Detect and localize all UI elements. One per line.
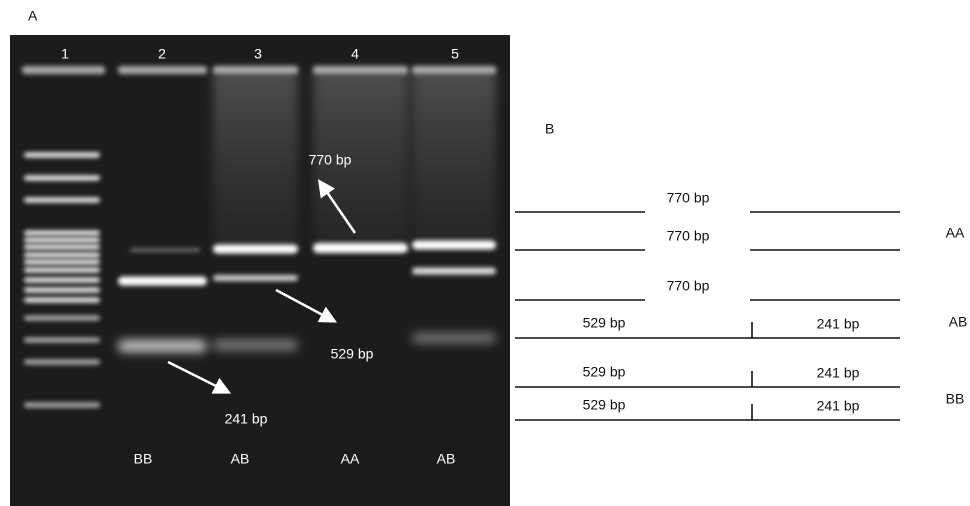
well — [22, 66, 105, 74]
well — [412, 66, 496, 74]
band — [24, 260, 100, 265]
band — [24, 298, 100, 303]
band — [24, 198, 100, 203]
annotation: 241 bp — [225, 411, 268, 427]
fragment-label: 529 bp — [583, 364, 626, 380]
lane-number: 3 — [254, 46, 262, 62]
figure: A 770 bp 529 bp 241 bp B 1 2 3 4 5 BB AB AA AB 77… — [0, 0, 970, 506]
band — [118, 277, 207, 286]
genotype-label: AB — [949, 314, 968, 330]
band — [24, 278, 100, 283]
band — [24, 153, 100, 158]
annotation: 529 bp — [331, 346, 374, 362]
band — [24, 238, 100, 243]
lane-number: 5 — [451, 46, 459, 62]
band — [24, 316, 100, 321]
page: {"panel_a": {"label": "A", "lanes": ["1"… — [0, 0, 970, 506]
fragment-label: 770 bp — [667, 190, 710, 206]
lane-number: 2 — [158, 46, 166, 62]
well — [213, 66, 298, 74]
band — [24, 288, 100, 293]
band — [213, 275, 298, 281]
band — [24, 338, 100, 343]
band — [130, 248, 200, 252]
panel-label: A — [28, 8, 38, 24]
band — [24, 176, 100, 181]
genotype-label: BB — [946, 391, 965, 407]
genotype-label: AA — [341, 451, 360, 467]
lane-number: 1 — [61, 46, 69, 62]
fragment-label: 770 bp — [667, 228, 710, 244]
band — [213, 340, 298, 350]
fragment-label: 529 bp — [583, 315, 626, 331]
genotype-label: AA — [946, 225, 965, 241]
smear — [412, 70, 496, 250]
band — [213, 245, 298, 254]
fragment-label: 529 bp — [583, 397, 626, 413]
band — [24, 245, 100, 250]
lane-number: 4 — [351, 46, 359, 62]
annotation: 770 bp — [309, 152, 352, 168]
genotype-label: BB — [134, 451, 153, 467]
band — [313, 243, 408, 253]
band — [24, 360, 100, 365]
fragment-label: 770 bp — [667, 278, 710, 294]
band — [412, 241, 496, 250]
smear — [213, 70, 298, 250]
band — [24, 253, 100, 258]
panel-label: B — [545, 121, 554, 137]
band — [412, 268, 496, 275]
well — [118, 66, 207, 74]
fragment-label: 241 bp — [817, 398, 860, 414]
fragment-label: 241 bp — [817, 316, 860, 332]
well — [313, 66, 408, 74]
band — [118, 340, 207, 352]
band — [24, 268, 100, 273]
genotype-label: AB — [231, 451, 250, 467]
band — [412, 333, 496, 343]
fragment-label: 241 bp — [817, 365, 860, 381]
band — [24, 403, 100, 408]
genotype-label: AB — [437, 451, 456, 467]
band — [24, 231, 100, 236]
